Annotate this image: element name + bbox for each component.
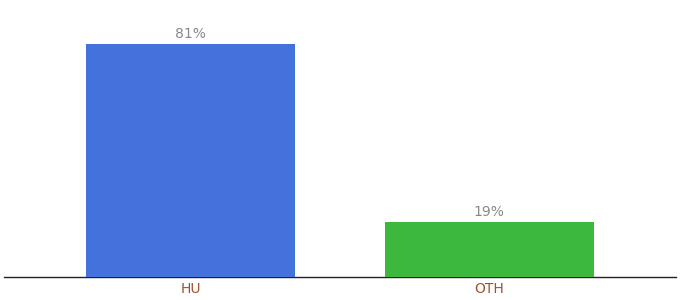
Bar bbox=[385, 222, 594, 277]
Text: 81%: 81% bbox=[175, 27, 206, 41]
Bar bbox=[86, 44, 295, 277]
Text: 19%: 19% bbox=[474, 205, 505, 219]
